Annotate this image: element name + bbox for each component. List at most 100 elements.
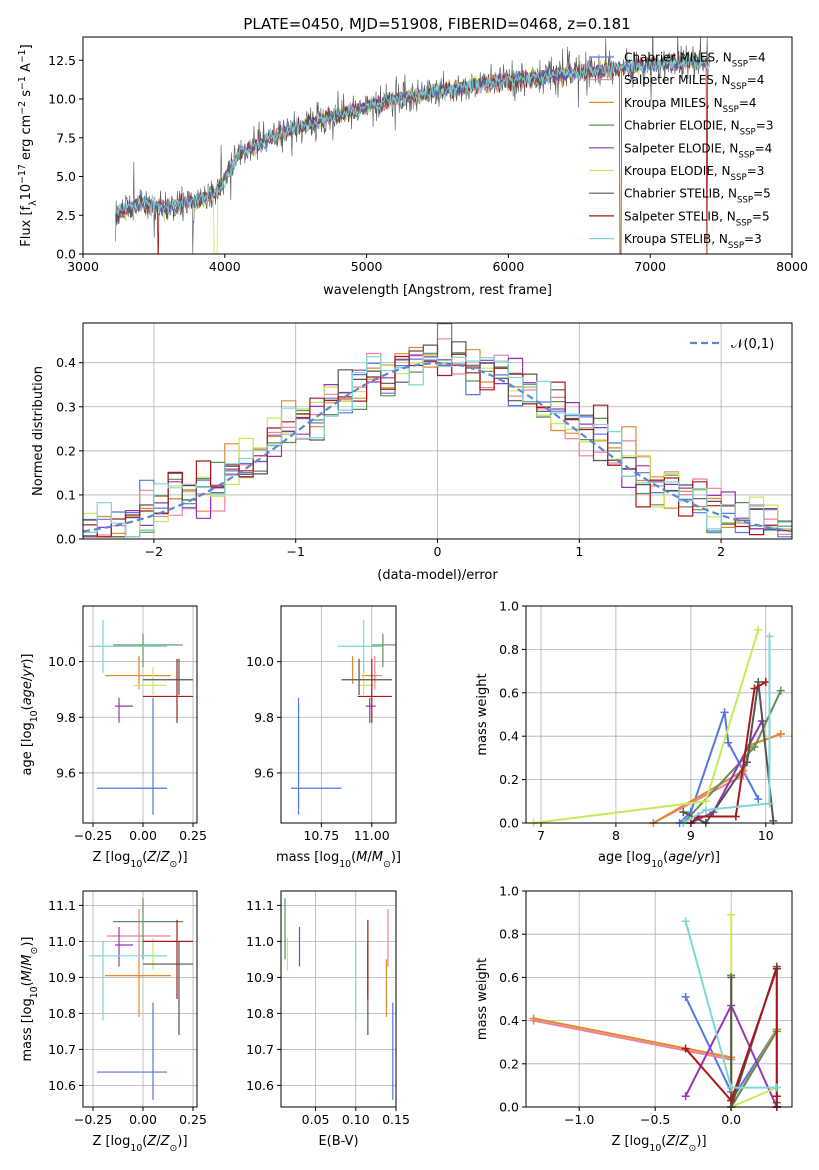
y-tick-label: 0.8 <box>499 927 519 942</box>
weight-vs-metallicity-panel: −1.0 −0.5 0.00.00.20.40.60.81.0Z [log10(Z/… <box>475 884 793 1154</box>
label-part: )] <box>696 1134 706 1149</box>
histogram-salpeter-stelib <box>83 353 792 538</box>
axes-frame <box>82 36 793 255</box>
label-part: ( <box>142 850 147 865</box>
axes-frame <box>280 605 397 824</box>
label-part: / <box>675 1134 680 1149</box>
label-part: 10 <box>130 859 142 870</box>
y-tick-label: 5.0 <box>56 169 76 184</box>
y-tick-label: 0.4 <box>499 1013 519 1028</box>
x-tick-label: 6000 <box>492 259 524 274</box>
label-part: age [log <box>598 850 651 865</box>
x-tick-label: 0.10 <box>342 1112 370 1127</box>
label-part: −2 <box>17 101 28 115</box>
label-part: =3 <box>747 164 765 178</box>
y-axis-label: Normed distribution <box>31 366 46 496</box>
label-part: mass [log <box>276 850 339 865</box>
label-part: 10 <box>19 184 34 201</box>
label-part: )] <box>391 850 401 865</box>
y-tick-label: 0.3 <box>56 399 76 414</box>
label-part: SSP <box>737 196 753 206</box>
label-part: 10 <box>29 986 40 998</box>
y-tick-label: 0.0 <box>499 816 519 831</box>
y-tick-label: 0.2 <box>499 1056 519 1071</box>
y-tick-label: 0.0 <box>499 1100 519 1115</box>
label-part: age [log <box>20 722 35 775</box>
label-part: / <box>367 850 372 865</box>
label-part: =4 <box>755 141 773 155</box>
mass-vs-extinction-panel: 0.05 0.10 0.15 10.6 10.7 10.8 10.9 11.0 11.1 E(B-… <box>246 890 410 1149</box>
y-tick-label: 9.8 <box>56 710 76 725</box>
weight-marker <box>754 795 763 804</box>
axes-frame <box>82 890 198 1108</box>
y-tick-label: 0.4 <box>499 729 519 744</box>
weight-marker <box>750 684 759 693</box>
y-tick-label: 0.2 <box>56 443 76 458</box>
y-axis-label: mass weight <box>475 958 490 1040</box>
label-part: Flux [f <box>19 205 34 246</box>
y-tick-label: 10.6 <box>246 1078 274 1093</box>
label-part: SSP <box>731 82 747 92</box>
label-part: =4 <box>747 73 765 87</box>
weight-marker <box>681 992 690 1001</box>
x-tick-label: 0.25 <box>179 1112 207 1127</box>
y-tick-label: 10.7 <box>48 1042 76 1057</box>
weight-marker <box>701 805 710 814</box>
axes-frame <box>82 322 793 540</box>
y-tick-label: 10.6 <box>48 1078 76 1093</box>
label-part: Kroupa MILES, N <box>624 96 723 110</box>
label-part: SSP <box>732 60 748 70</box>
label-part: Kroupa ELODIE, N <box>624 164 731 178</box>
label-part: ⊙ <box>29 947 40 955</box>
y-tick-label: 1.0 <box>499 599 519 614</box>
axes-frame <box>280 890 397 1108</box>
histograms <box>83 323 792 538</box>
axes-frame <box>525 605 793 824</box>
weight-line-kroupa-stelib <box>682 636 771 824</box>
label-part: =4 <box>739 96 757 110</box>
residual-histogram-panel: −2 −1 0 1 2 0.0 0.1 0.2 0.3 0.4 (data-model)/error… <box>31 322 793 583</box>
label-part: Salpeter MILES, N <box>624 73 731 87</box>
label-part: SSP <box>723 105 739 115</box>
x-tick-label: 10.75 <box>303 828 339 843</box>
x-tick-label: 0.05 <box>302 1112 330 1127</box>
axes-frame <box>525 890 793 1108</box>
x-axis-label: Z [log10(Z/Z⊙)] <box>92 850 187 870</box>
y-tick-label: 1.0 <box>499 884 519 899</box>
label-part: =5 <box>752 209 770 223</box>
spectrum-line-chabrier-stelib <box>115 37 710 254</box>
age-vs-metallicity-panel: −0.25 0.00 0.259.69.810.0Z [log10(Z/Z⊙)]ag… <box>20 605 207 870</box>
weight-marker <box>701 797 710 806</box>
weight-lines <box>529 625 785 827</box>
y-tick-label: 9.8 <box>254 710 274 725</box>
y-tick-label: 11.1 <box>246 898 274 913</box>
x-tick-label: 0 <box>434 544 442 559</box>
x-tick-label: 7 <box>537 828 545 843</box>
label-part: Z <box>160 850 171 865</box>
x-tick-label: −0.25 <box>74 1112 112 1127</box>
weight-marker <box>727 1096 736 1105</box>
label-part: ( <box>663 850 668 865</box>
weight-marker <box>724 738 733 747</box>
label-part: mass [log <box>20 998 35 1061</box>
label-part: ( <box>661 1134 666 1149</box>
y-axis-label: Flux [fλ10−17 erg cm−2 s−1 A−1] <box>17 44 39 246</box>
spectrum-title: PLATE=0450, MJD=51908, FIBERID=0468, z=0… <box>243 15 630 33</box>
label-part: )] <box>710 850 720 865</box>
label-part: 10 <box>651 859 663 870</box>
x-tick-label: 5000 <box>351 259 383 274</box>
y-axis-label: mass [log10(M/M⊙)] <box>20 937 40 1062</box>
y-tick-label: 10.9 <box>246 970 274 985</box>
label-part: ( <box>351 850 356 865</box>
weight-marker <box>769 816 778 825</box>
legend-label: Salpeter ELODIE, NSSP=4 <box>624 141 772 160</box>
axes-frame <box>82 605 198 824</box>
label-part: ⊙ <box>170 859 178 870</box>
x-tick-label: −1 <box>286 544 304 559</box>
x-tick-label: −0.25 <box>74 828 112 843</box>
y-tick-label: 0.6 <box>499 685 519 700</box>
weight-marker <box>727 910 736 919</box>
error-bars <box>291 619 396 815</box>
label-part: SSP <box>740 128 756 138</box>
